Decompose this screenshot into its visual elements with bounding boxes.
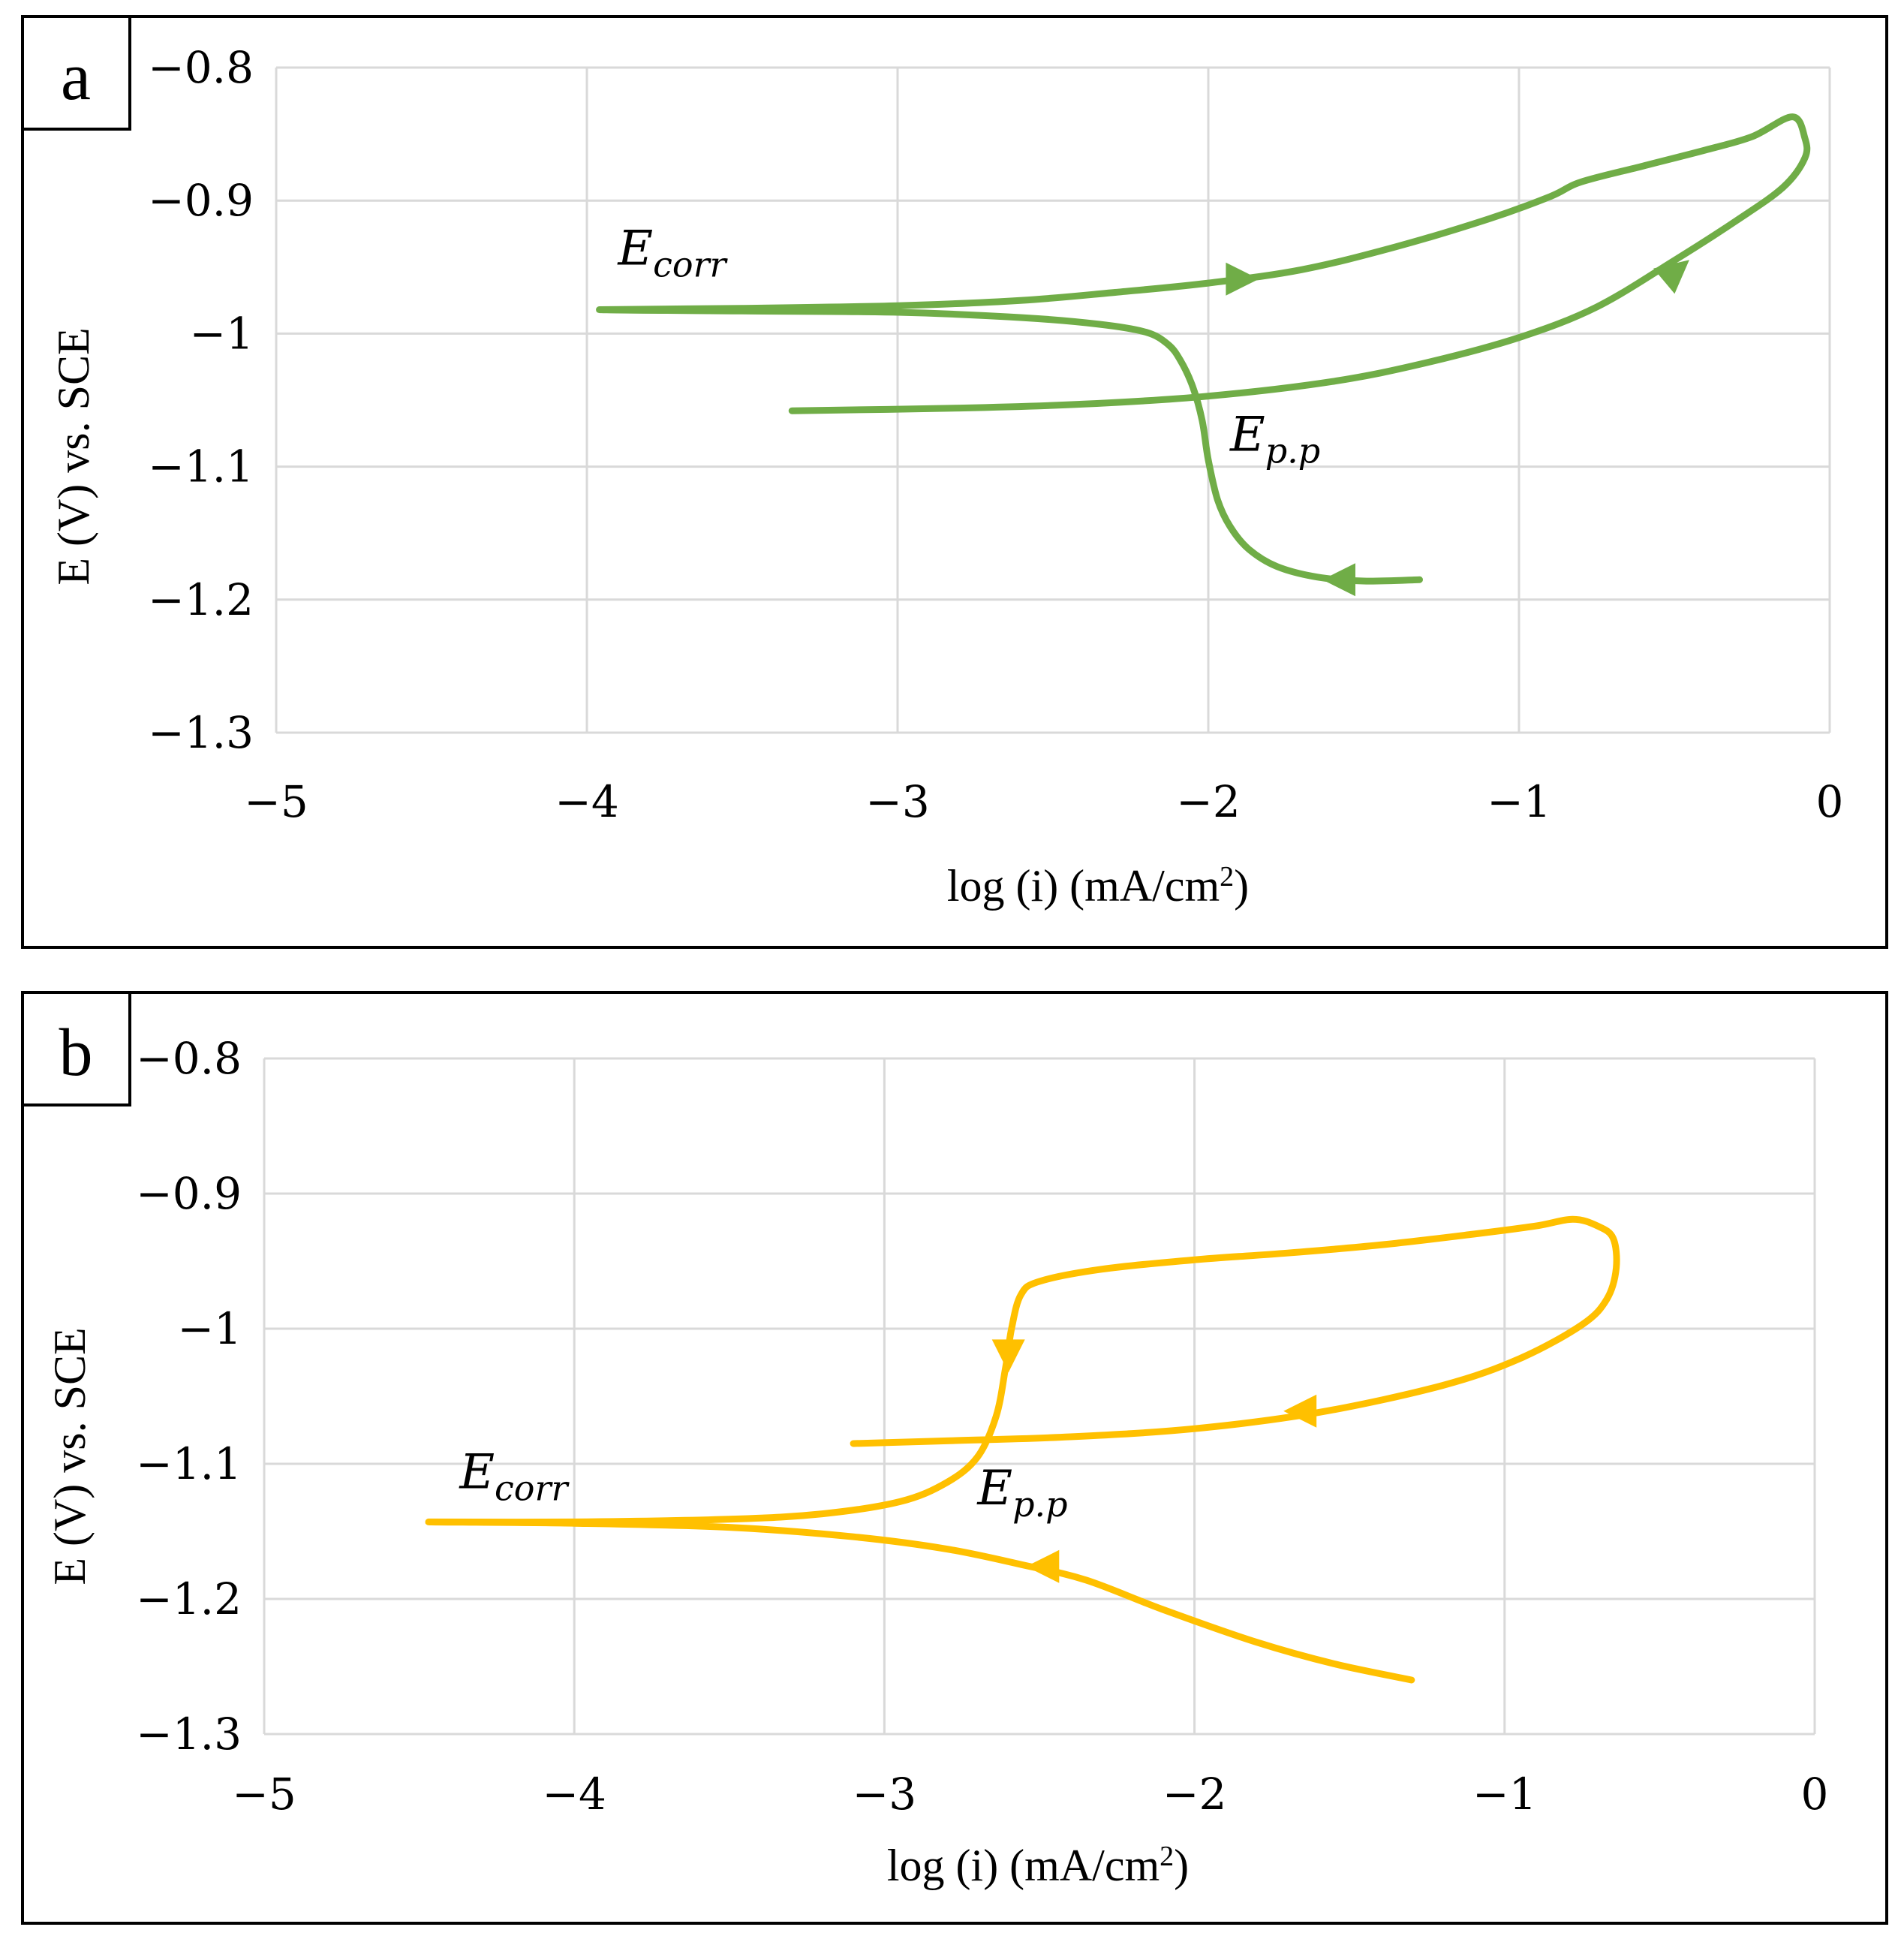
panel-a-direction-arrow xyxy=(1226,262,1259,296)
panel-b-grid xyxy=(263,1057,1816,1736)
panel-b-y-tick-label: −1.1 xyxy=(136,1438,242,1489)
panel-b-direction-arrow xyxy=(991,1339,1025,1373)
panel-a-letter: a xyxy=(61,40,91,114)
panel-b: b −1.3 −1.2 −1.1 −1 −0.9 −0.8 −5 −4 −3 −2 −1 0 log… xyxy=(21,991,1888,1925)
panel-a-direction-arrow xyxy=(1653,260,1689,294)
panel-a-y-tick-label: −0.9 xyxy=(148,175,254,226)
panel-a-annotations: Ecorr Ep.p xyxy=(617,221,1320,471)
panel-a-x-tick-label: −2 xyxy=(1176,776,1241,827)
panel-a-x-tick-label: −5 xyxy=(244,776,308,827)
panel-a-y-tick-label: −0.8 xyxy=(148,42,254,93)
panel-b-annotation: Ep.p xyxy=(976,1461,1067,1525)
panel-b-x-tick-labels: −5 −4 −3 −2 −1 0 xyxy=(232,1769,1828,1820)
panel-a-y-tick-label: −1.1 xyxy=(148,441,254,492)
panel-b-y-tick-label: −1 xyxy=(178,1303,242,1354)
panel-b-x-tick-label: −2 xyxy=(1163,1769,1227,1820)
panel-a-x-tick-label: 0 xyxy=(1816,776,1844,827)
panel-b-x-axis-title: log (i) (mA/cm2) xyxy=(887,1841,1189,1890)
panel-a-y-tick-label: −1 xyxy=(190,308,254,359)
panel-b-y-tick-label: −0.8 xyxy=(136,1033,242,1084)
panel-a-x-tick-label: −4 xyxy=(555,776,619,827)
panel-b-direction-arrow xyxy=(1026,1549,1060,1583)
panel-b-series xyxy=(425,1215,1620,1684)
panel-b-y-axis-title: E (V) vs. SCE xyxy=(45,1327,95,1585)
panel-a-y-axis-title: E (V) vs. SCE xyxy=(49,327,98,585)
panel-b-x-tick-label: 0 xyxy=(1801,1769,1829,1820)
panel-a-x-axis-title: log (i) (mA/cm2) xyxy=(947,861,1249,911)
panel-a-direction-arrow xyxy=(1322,563,1355,597)
panel-b-annotation: Ecorr xyxy=(459,1444,570,1508)
panel-a: a −1.3 −1.2 −1.1 −1 −0.9 −0.8 −5 −4 −3 −2 −1 0 log… xyxy=(21,15,1888,949)
panel-a-series xyxy=(596,113,1811,585)
panel-a-frame xyxy=(21,15,1888,949)
panel-b-arrows xyxy=(991,1339,1317,1583)
panel-b-x-tick-label: −3 xyxy=(853,1769,917,1820)
panel-b-letter: b xyxy=(59,1016,93,1090)
panel-a-grid xyxy=(275,66,1831,734)
panel-b-y-tick-label: −0.9 xyxy=(136,1168,242,1219)
panel-a-label-box xyxy=(21,15,131,131)
panel-a-annotation: Ep.p xyxy=(1229,407,1320,471)
panel-a-arrows xyxy=(1226,260,1689,597)
panel-a-y-tick-label: −1.2 xyxy=(148,574,254,625)
panel-b-y-tick-label: −1.3 xyxy=(136,1709,242,1760)
panel-a-series-line xyxy=(596,113,1811,585)
panel-a-y-tick-labels: −1.3 −1.2 −1.1 −1 −0.9 −0.8 xyxy=(148,42,254,758)
panel-b-y-tick-labels: −1.3 −1.2 −1.1 −1 −0.9 −0.8 xyxy=(136,1033,242,1760)
panel-b-frame xyxy=(21,991,1888,1925)
panel-a-x-tick-label: −3 xyxy=(865,776,930,827)
panel-a-annotation: Ecorr xyxy=(617,221,728,285)
panel-b-x-tick-label: −4 xyxy=(542,1769,606,1820)
panel-b-y-tick-label: −1.2 xyxy=(136,1573,242,1624)
panel-b-label-box xyxy=(21,991,131,1106)
panel-b-annotations: Ecorr Ep.p xyxy=(459,1444,1067,1525)
panel-b-x-tick-label: −5 xyxy=(232,1769,296,1820)
panel-a-x-tick-labels: −5 −4 −3 −2 −1 0 xyxy=(244,776,1843,827)
panel-a-y-tick-label: −1.3 xyxy=(148,707,254,758)
panel-b-direction-arrow xyxy=(1283,1394,1317,1428)
panel-a-x-tick-label: −1 xyxy=(1487,776,1551,827)
panel-b-series-line xyxy=(425,1215,1620,1684)
panel-b-x-tick-label: −1 xyxy=(1472,1769,1537,1820)
